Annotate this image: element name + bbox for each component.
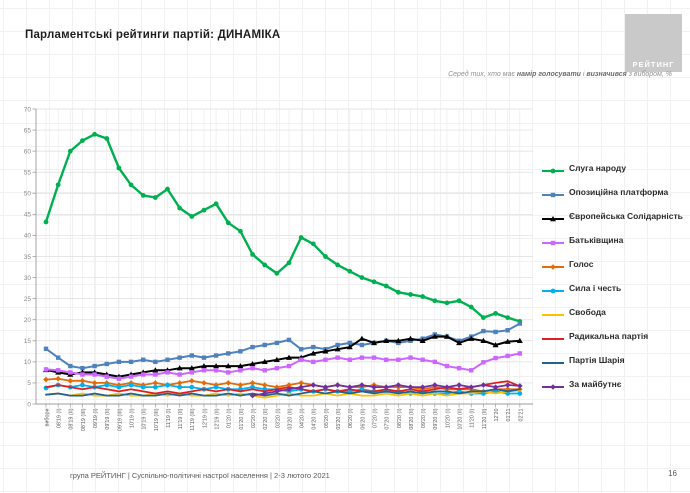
svg-text:09'19 (I): 09'19 (I) — [93, 408, 99, 428]
svg-text:10'19 (II): 10'19 (II) — [142, 408, 148, 429]
svg-text:11'19 (II): 11'19 (II) — [178, 408, 184, 429]
legend-item-holos: Голос — [541, 257, 683, 270]
legend-marker-icon — [541, 355, 565, 365]
legend-label: Слуга народу — [569, 162, 627, 173]
svg-text:10'19 (I): 10'19 (I) — [129, 408, 135, 428]
svg-text:09'19 (III): 09'19 (III) — [117, 408, 123, 431]
page-number: 16 — [668, 469, 677, 478]
svg-text:12'19 (I): 12'19 (I) — [202, 408, 208, 428]
svg-text:07'20 (I): 07'20 (I) — [372, 408, 378, 428]
legend-label: За майбутнє — [569, 378, 622, 389]
svg-text:45: 45 — [24, 212, 32, 219]
legend-item-radykalna-partiia: Радикальна партія — [541, 329, 683, 342]
svg-text:11'19 (I): 11'19 (I) — [166, 408, 172, 427]
legend-marker-icon — [541, 163, 565, 173]
svg-text:11'20 (II): 11'20 (II) — [482, 408, 488, 429]
subtitle-mid: і — [580, 71, 587, 78]
svg-text:12'20: 12'20 — [494, 409, 500, 422]
svg-text:09'20 (I): 09'20 (I) — [421, 408, 427, 428]
svg-text:10'19 (III): 10'19 (III) — [154, 408, 160, 431]
svg-text:04'20 (I): 04'20 (I) — [300, 408, 306, 428]
svg-text:06'20 (I): 06'20 (I) — [348, 408, 354, 428]
svg-text:04'20 (II): 04'20 (II) — [312, 408, 318, 429]
legend-label: Радикальна партія — [569, 330, 649, 341]
svg-text:03'20 (II): 03'20 (II) — [287, 408, 293, 429]
legend-label: Європейська Солідарність — [569, 210, 683, 221]
footer-text: група РЕЙТИНГ | Суспільно-політичні наст… — [70, 471, 330, 480]
svg-text:07'20 (II): 07'20 (II) — [385, 408, 391, 429]
legend-item-za-maibutnie: За майбутнє — [541, 377, 683, 390]
svg-text:10'20 (II): 10'20 (II) — [458, 408, 464, 429]
legend-marker-icon — [541, 259, 565, 270]
svg-text:10: 10 — [24, 359, 32, 366]
legend-marker-icon — [541, 307, 565, 317]
svg-text:20: 20 — [24, 317, 32, 324]
legend-item-opozytsiina-platforma: Опозиційна платформа — [541, 185, 683, 198]
svg-text:65: 65 — [24, 127, 32, 134]
chart-subtitle: Серед тих, хто має намір голосувати і ви… — [448, 71, 672, 78]
legend-label: Свобода — [569, 306, 606, 317]
svg-text:40: 40 — [24, 233, 32, 240]
legend-marker-icon — [541, 235, 565, 245]
svg-text:01'20 (I): 01'20 (I) — [227, 408, 233, 428]
legend-label: Голос — [569, 258, 594, 269]
svg-text:02'20 (II): 02'20 (II) — [263, 408, 269, 429]
svg-text:09'20 (II): 09'20 (II) — [433, 408, 439, 429]
page-title: Парламентські рейтинги партій: ДИНАМІКА — [25, 29, 281, 41]
legend-item-partiia-shariia: Партія Шарія — [541, 353, 683, 366]
legend-marker-icon — [541, 379, 565, 390]
svg-text:02'20 (I): 02'20 (I) — [251, 408, 257, 428]
legend-label: Опозиційна платформа — [569, 186, 669, 197]
rating-logo-text: РЕЙТИНГ — [632, 60, 675, 69]
legend-marker-icon — [541, 331, 565, 341]
svg-text:0: 0 — [27, 401, 31, 408]
chart-legend: Слуга народу Опозиційна платформа Європе… — [541, 161, 683, 401]
dynamics-chart: 0 5 10 15 20 25 30 35 40 45 50 55 60 65 70 вибори 08'19 … — [24, 106, 533, 431]
svg-text:25: 25 — [24, 296, 32, 303]
svg-text:11'20 (I): 11'20 (I) — [470, 408, 476, 427]
svg-text:55: 55 — [24, 170, 32, 177]
rating-logo: РЕЙТИНГ — [625, 14, 682, 72]
svg-text:06'20 (II): 06'20 (II) — [360, 408, 366, 429]
svg-text:05'20 (II): 05'20 (II) — [336, 408, 342, 429]
svg-text:10'20 (I): 10'20 (I) — [445, 408, 451, 428]
svg-text:09'19 (II): 09'19 (II) — [105, 408, 111, 429]
svg-text:08'19 (III): 08'19 (III) — [81, 408, 87, 431]
svg-text:60: 60 — [24, 148, 32, 155]
legend-item-batkivshchyna: Батьківщина — [541, 233, 683, 246]
subtitle-bold-decided: визначився — [586, 71, 627, 78]
svg-text:35: 35 — [24, 254, 32, 261]
svg-text:08'20 (II): 08'20 (II) — [409, 408, 415, 429]
legend-item-yevropeiska-solidarnist: Європейська Солідарність — [541, 209, 683, 222]
svg-text:08'19 (II): 08'19 (II) — [69, 408, 75, 429]
svg-text:01'21: 01'21 — [506, 409, 512, 422]
svg-text:08'19 (I): 08'19 (I) — [57, 408, 63, 428]
svg-text:30: 30 — [24, 275, 32, 282]
subtitle-bold-intent: намір голосувати — [516, 71, 581, 78]
legend-label: Батьківщина — [569, 234, 624, 245]
legend-marker-icon — [541, 211, 565, 221]
svg-text:05'20 (I): 05'20 (I) — [324, 408, 330, 428]
legend-item-sluha-narodu: Слуга народу — [541, 161, 683, 174]
svg-text:01'20 (II): 01'20 (II) — [239, 408, 245, 429]
subtitle-prefix: Серед тих, хто має — [448, 71, 517, 78]
legend-item-syla-i-chest: Сила і честь — [541, 281, 683, 294]
legend-marker-icon — [541, 187, 565, 197]
svg-text:вибори: вибори — [44, 409, 50, 427]
svg-text:12'19 (II): 12'19 (II) — [215, 408, 221, 429]
svg-text:11'19 (III): 11'19 (III) — [190, 408, 196, 430]
svg-text:08'20 (I): 08'20 (I) — [397, 408, 403, 428]
legend-marker-icon — [541, 283, 565, 293]
subtitle-suffix: з вибором, % — [626, 71, 672, 78]
svg-text:5: 5 — [27, 380, 31, 387]
svg-text:03'20 (I): 03'20 (I) — [275, 408, 281, 428]
legend-label: Сила і честь — [569, 282, 622, 293]
svg-text:02'21: 02'21 — [518, 409, 524, 422]
svg-text:70: 70 — [24, 106, 32, 113]
legend-item-svoboda: Свобода — [541, 305, 683, 318]
svg-text:15: 15 — [24, 338, 32, 345]
svg-text:50: 50 — [24, 191, 32, 198]
legend-label: Партія Шарія — [569, 354, 625, 365]
